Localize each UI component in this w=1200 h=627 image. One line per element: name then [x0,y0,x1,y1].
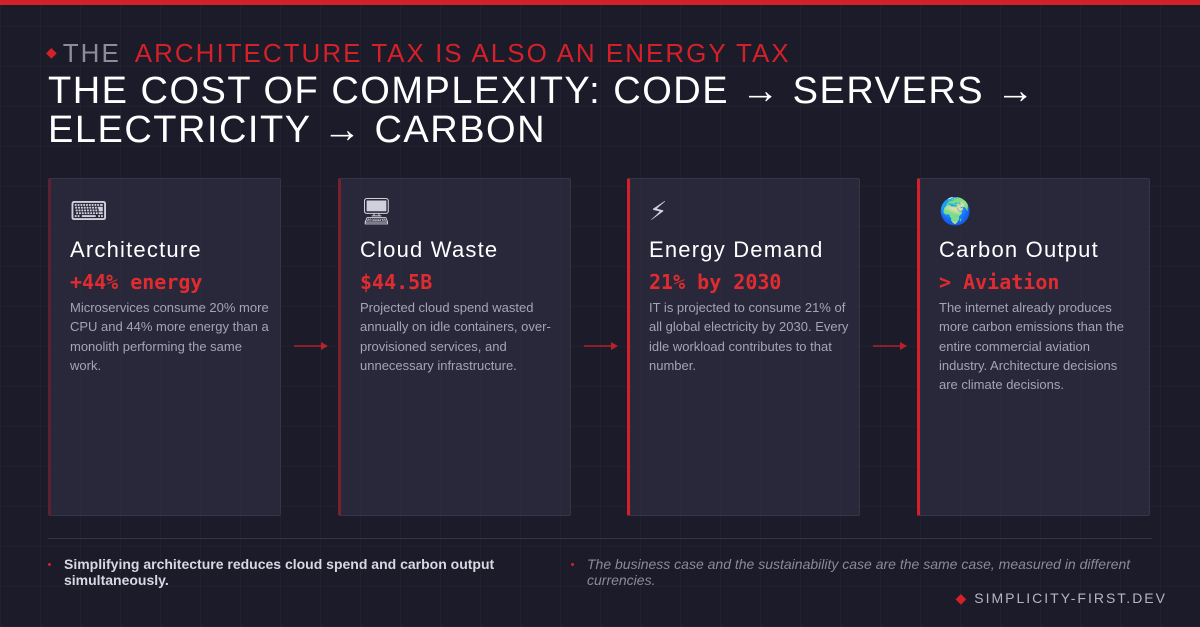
bullet [48,563,51,566]
card-stat: +44% energy [70,270,203,294]
card-description: Projected cloud spend wasted annually on… [360,300,551,373]
arrow [294,342,328,350]
top-bar [0,0,1200,5]
card-icon: ⚡ [649,197,668,227]
eyebrow: ◆ THE ARCHITECTURE TAX IS ALSO AN ENERGY T… [46,38,791,69]
footer-note: The business case and the sustainability… [571,556,1147,588]
eyebrow-text: ARCHITECTURE TAX IS ALSO AN ENERGY TAX [134,38,791,68]
divider [48,538,1152,539]
eyebrow-prefix: THE [62,38,121,68]
arrow-head [321,342,328,350]
card-icon: 🖥 [360,197,394,227]
card-description: Microservices consume 20% more CPU and 4… [70,300,269,373]
card: ⚡ Energy Demand 21% by 2030 IT is projected… [627,178,860,516]
title: THE COST OF COMPLEXITY: CODE → SERVERS →… [48,70,1036,151]
card-icon: 🌍 [939,197,972,227]
diamond: ◆ [955,590,969,606]
card-stat: > Aviation [939,270,1060,294]
note-text: The business case and the sustainability… [587,556,1131,588]
brand: ◆ SIMPLICITY-FIRST.DEV [955,590,1167,607]
note-text: Simplifying architecture reduces cloud s… [64,556,495,588]
card: 🌍 Carbon Output > Aviation The internet alr… [917,178,1150,516]
brand-text: SIMPLICITY-FIRST.DEV [974,590,1167,606]
card-heading: Cloud Waste [360,237,499,262]
bullet [571,563,574,566]
card-description: IT is projected to consume 21% of all gl… [649,300,849,373]
card-icon: ⌨ [70,197,108,227]
footer-note: Simplifying architecture reduces cloud s… [48,556,534,588]
card-stat: 21% by 2030 [649,270,782,294]
card-stat: $44.5B [360,270,433,294]
card-heading: Energy Demand [649,237,824,262]
card-description: The internet already produces more carbo… [939,300,1124,393]
card: ⌨ Architecture +44% energy Microservices co… [48,178,281,516]
card-heading: Carbon Output [939,237,1099,262]
arrow-head [900,342,907,350]
arrow-head [611,342,618,350]
diamond: ◆ [46,44,59,60]
arrow [873,342,907,350]
card-heading: Architecture [70,237,202,262]
arrow [584,342,618,350]
card: 🖥 Cloud Waste $44.5B Projected cloud spend … [338,178,571,516]
